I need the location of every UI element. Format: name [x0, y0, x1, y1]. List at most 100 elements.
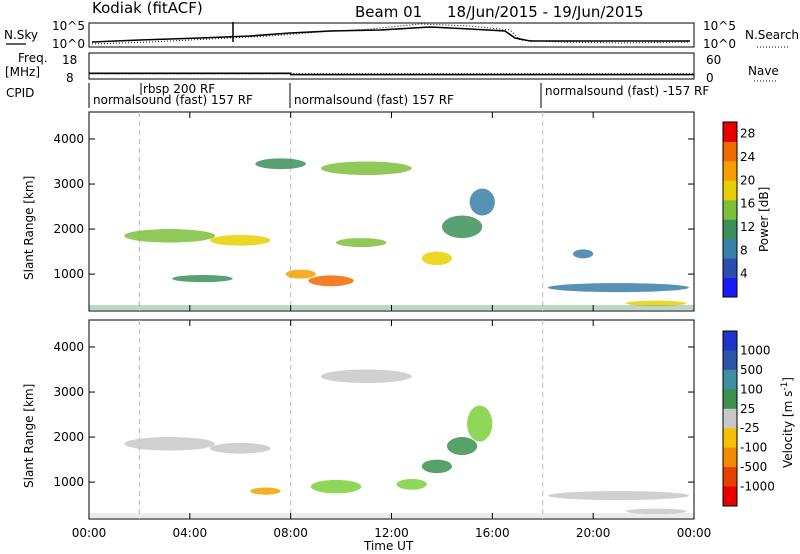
colorbar-tick-label: -100: [740, 441, 767, 455]
freq-tick-bottom: 8: [66, 71, 74, 85]
colorbar-swatch: [723, 369, 737, 390]
scatter-echo-6: [467, 405, 493, 442]
nsearch-tick-top: 10^5: [703, 19, 736, 33]
colorbar-swatch: [723, 428, 737, 449]
colorbar-tick-label: 1000: [740, 343, 771, 357]
velocity-colorbar-label: Velocity [m s-1]: [780, 377, 795, 468]
colorbar-swatch: [723, 199, 737, 220]
colorbar-swatch: [723, 180, 737, 201]
x-tick-label: 00:00: [72, 526, 107, 540]
nsearch-tick-bottom: 10^0: [703, 37, 736, 51]
scatter-echo-1: [210, 442, 271, 454]
y-tick-label: 4000: [53, 132, 84, 146]
cpid-segment-2: rbsp 200 RF: [143, 82, 215, 96]
scatter-echo-13: [625, 300, 687, 307]
beam-label: Beam 01: [355, 3, 422, 21]
colorbar-swatch: [723, 467, 737, 488]
y-tick-label: 1000: [53, 475, 84, 489]
scatter-echo-3: [255, 158, 306, 170]
scatter-echo-9: [469, 188, 495, 216]
colorbar-swatch: [723, 160, 737, 181]
colorbar-swatch: [723, 277, 737, 298]
frequency-panel: Freq. [MHz] 18 8 60 0 Nave: [5, 51, 779, 85]
velocity-panel: 1000 2000 3000 4000 Slant Range [km] 1000 50…: [22, 112, 795, 553]
colorbar-swatch: [723, 219, 737, 240]
power-colorbar-label: Power [dB]: [757, 187, 771, 252]
y-tick-label: 1000: [53, 267, 84, 281]
colorbar-swatch: [723, 238, 737, 259]
y-tick-label: 3000: [53, 177, 84, 191]
nsky-tick-top: 10^5: [52, 19, 85, 33]
velocity-y-ticks: 1000 2000 3000 4000: [53, 340, 694, 489]
scatter-echo-5: [285, 269, 316, 279]
freq-label: Freq.: [18, 51, 48, 65]
colorbar-swatch: [723, 408, 737, 429]
time-xlabel: Time UT: [363, 539, 414, 553]
scatter-echo-2: [320, 161, 412, 176]
power-y-ticks: 1000 2000 3000 4000: [53, 132, 694, 281]
nave-tick-bottom: 0: [706, 71, 714, 85]
colorbar-swatch: [723, 258, 737, 279]
scatter-echo-4: [308, 275, 354, 287]
power-ylabel: Slant Range [km]: [22, 176, 36, 280]
power-plot-area: [89, 112, 694, 311]
scatter-echo-0: [124, 437, 216, 451]
scatter-echo-5: [421, 459, 452, 474]
cpid-segment-1: normalsound (fast) 157 RF: [93, 93, 253, 107]
scatter-echo-10: [172, 274, 233, 283]
radar-title: Kodiak (fitACF): [92, 0, 203, 17]
nsky-label: N.Sky: [4, 28, 38, 42]
y-tick-label: 3000: [53, 385, 84, 399]
scatter-echo-0: [124, 229, 216, 243]
colorbar-tick-label: 4: [740, 267, 748, 281]
velocity-plot-area: [89, 320, 694, 519]
scatter-echo-6: [336, 238, 387, 248]
colorbar-tick-label: 500: [740, 363, 763, 377]
velocity-ylabel: Slant Range [km]: [22, 384, 36, 488]
velocity-colorbar-close: ]: [781, 377, 795, 382]
scatter-echo-9: [547, 491, 689, 501]
cpid-label: CPID: [6, 86, 34, 100]
sky-noise-panel: N.Sky 10^5 10^0 10^5 10^0 N.Search: [4, 19, 799, 51]
noise-trace-solid: [91, 26, 690, 43]
velocity-colorbar: 1000 500 100 25 -25 -100 -500 -1000: [722, 330, 775, 507]
freq-tick-top: 18: [62, 53, 77, 67]
scatter-echo-7: [446, 437, 478, 456]
colorbar-tick-label: 100: [740, 382, 763, 396]
y-tick-label: 2000: [53, 430, 84, 444]
nave-tick-top: 60: [706, 53, 721, 67]
y-tick-label: 4000: [53, 340, 84, 354]
colorbar-tick-label: 8: [740, 243, 748, 257]
colorbar-tick-label: 24: [740, 150, 755, 164]
colorbar-tick-label: -1000: [740, 480, 775, 494]
velocity-colorbar-exponent: -1: [780, 382, 790, 391]
y-tick-label: 2000: [53, 222, 84, 236]
scatter-echo-4: [396, 478, 427, 490]
colorbar-tick-label: 20: [740, 173, 755, 187]
cpid-segment-4: normalsound (fast) -157 RF: [545, 84, 709, 98]
nsky-tick-bottom: 10^0: [52, 37, 85, 51]
colorbar-swatch: [723, 486, 737, 507]
colorbar-swatch: [723, 389, 737, 410]
time-x-ticks: 00:00 04:00 08:00 12:00 16:00 20:00 00:00: [72, 112, 711, 540]
colorbar-swatch: [723, 447, 737, 468]
x-tick-label: 12:00: [374, 526, 409, 540]
nsearch-label: N.Search: [745, 28, 799, 42]
colorbar-tick-label: 25: [740, 402, 755, 416]
scatter-echo-8: [441, 215, 483, 239]
cpid-segment-3: normalsound (fast) 157 RF: [294, 93, 454, 107]
power-colorbar: 4 8 12 16 20 24 28: [722, 121, 755, 298]
scatter-echo-10: [625, 508, 687, 515]
colorbar-swatch: [723, 331, 737, 351]
colorbar-swatch: [723, 122, 737, 142]
scatter-echo-12: [573, 249, 594, 259]
freq-unit: [MHz]: [5, 65, 40, 79]
colorbar-tick-label: 16: [740, 197, 755, 211]
colorbar-swatch: [723, 350, 737, 371]
colorbar-tick-label: -500: [740, 460, 767, 474]
colorbar-tick-label: -25: [740, 421, 760, 435]
x-tick-label: 04:00: [173, 526, 208, 540]
power-panel: 1000 2000 3000 4000 Slant Range [km] 4 8 12 16…: [22, 111, 771, 312]
date-range: 18/Jun/2015 - 19/Jun/2015: [447, 3, 644, 21]
cpid-bar: CPID normalsound (fast) 157 RF rbsp 200 …: [6, 82, 709, 108]
